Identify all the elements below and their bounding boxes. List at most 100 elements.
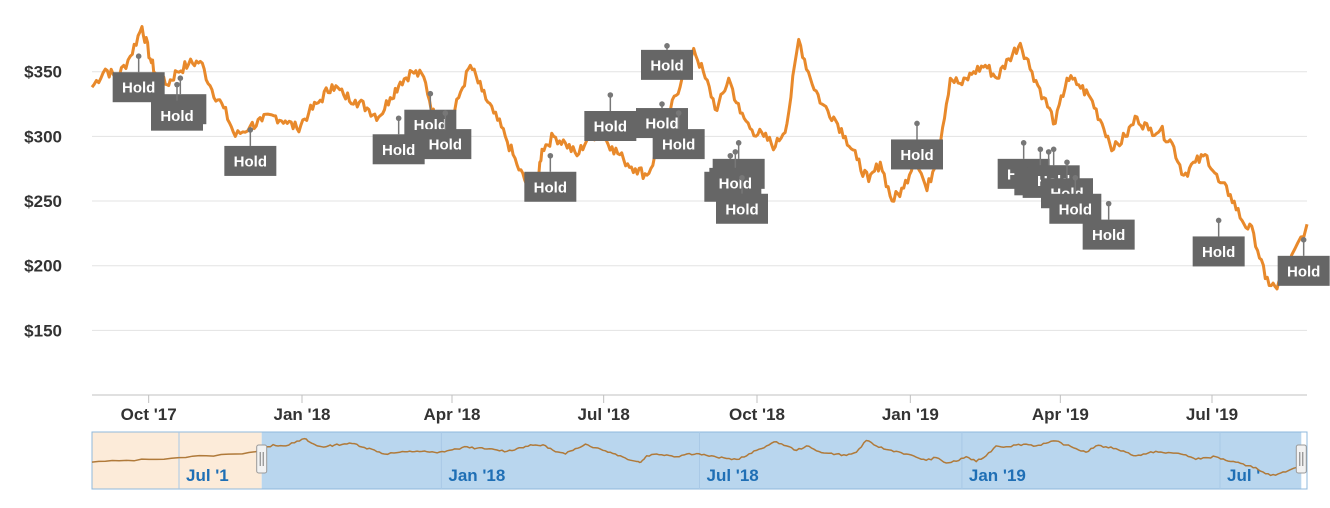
y-tick-label: $150 [24,321,62,340]
navigator-tick-label: Jan '19 [969,466,1026,485]
flag-box [1192,236,1245,267]
flag-label: Hold [429,137,462,154]
handle-grip[interactable] [256,444,268,474]
flag-point [442,110,449,116]
navigator-line [91,437,1302,477]
x-axis-ticks: Oct '17 Jan '18 Apr '18 Jul '18 Oct '18 Jan '… [121,395,1238,424]
flag-label: Hold [650,57,683,74]
flag-point [1037,146,1044,153]
navigator-right-handle[interactable] [1295,444,1307,474]
x-tick-label: Apr '18 [424,405,481,424]
navigator-tick-label: Jan '18 [448,466,505,485]
handle-grip[interactable] [1295,444,1307,474]
hold-flag[interactable]: Hold [641,43,693,80]
flag-label: Hold [725,201,758,218]
flag-box [584,111,637,141]
hold-flag[interactable]: Hold [419,110,472,160]
flag-point [735,140,742,146]
flag-label: Hold [900,147,933,164]
flag-box [524,171,577,202]
flag-label: Hold [662,137,695,154]
navigator-tick-label: Jul '1 [186,466,229,485]
y-tick-label: $350 [24,63,62,82]
hold-flag[interactable]: Hold [709,149,762,198]
flag-box [716,193,768,224]
y-axis-ticks: $150 $200 $250 $300 $350 [24,63,62,341]
x-tick-label: Oct '18 [729,405,785,424]
y-gridlines [92,71,1307,331]
flag-point [664,43,670,49]
flag-box [1049,193,1102,224]
range-navigator[interactable]: Jul '1 Jan '18 Jul '18 Jan '19 Jul ' [91,431,1308,490]
x-tick-label: Jan '18 [274,405,331,424]
navigator-tick-label: Jul ' [1227,466,1260,485]
hold-flag[interactable]: Hold [524,152,577,202]
flag-box [652,129,705,160]
x-tick-label: Apr '19 [1032,405,1089,424]
flag-point [547,152,554,159]
flag-label: Hold [122,80,155,97]
flag-point [427,90,434,97]
x-tick-label: Jan '19 [882,405,939,424]
flag-box [224,145,277,176]
y-tick-label: $200 [24,257,62,276]
flag-label: Hold [1059,201,1092,218]
flag-box [641,49,693,80]
flag-point [1050,146,1057,153]
flag-label: Hold [1092,227,1125,244]
hold-flag[interactable]: Hold [652,110,705,160]
hold-flag[interactable]: Hold [891,120,943,170]
flag-point [727,152,734,159]
flag-label: Hold [719,175,752,192]
flag-point [675,110,682,116]
hold-flag[interactable]: Hold [1277,237,1330,286]
flag-point [135,53,142,60]
flag-label: Hold [382,142,415,159]
flag-point [1072,174,1079,181]
flag-point [247,127,254,133]
flag-label: Hold [1202,244,1235,261]
flag-box [891,139,943,170]
flag-box [709,167,762,198]
hold-flag[interactable]: Hold [1049,174,1102,224]
flag-box [419,129,472,160]
y-tick-label: $250 [24,192,62,211]
flag-point [732,149,739,155]
x-tick-label: Jul '18 [578,405,630,424]
hold-flag[interactable]: Hold [584,92,637,141]
flag-point [1105,200,1112,207]
flag-box [151,100,203,131]
flag-point [1045,149,1052,155]
hold-flag[interactable]: Hold [1082,200,1135,250]
flag-point [659,101,665,107]
navigator-tick-label: Jul '18 [707,466,759,485]
flag-point [914,120,920,127]
y-tick-label: $300 [24,127,62,146]
hold-flags: HoldHoldHoldHoldHoldHoldHoldHoldHoldHold… [112,43,1330,286]
hold-flag[interactable]: Hold [716,174,768,224]
flag-label: Hold [234,153,267,170]
hold-flag[interactable]: Hold [1192,217,1245,267]
flag-box [1082,219,1135,250]
flag-point [1020,140,1027,146]
hold-flag[interactable]: Hold [224,127,277,176]
flag-box [1277,255,1330,286]
flag-point [1215,217,1222,224]
flag-point [607,92,614,98]
flag-label: Hold [160,108,193,125]
navigator-selected-area[interactable] [261,432,1302,489]
flag-point [395,115,402,122]
flag-label: Hold [594,119,627,136]
flag-point [1064,159,1070,166]
flag-label: Hold [534,179,567,196]
flag-point [174,81,180,88]
x-tick-label: Jul '19 [1186,405,1238,424]
flag-label: Hold [645,116,678,133]
navigator-left-handle[interactable] [256,444,268,474]
flag-point [739,174,745,181]
hold-flag[interactable]: Hold [151,81,203,131]
flag-point [1300,237,1307,243]
flag-label: Hold [1287,263,1320,280]
x-tick-label: Oct '17 [121,405,177,424]
